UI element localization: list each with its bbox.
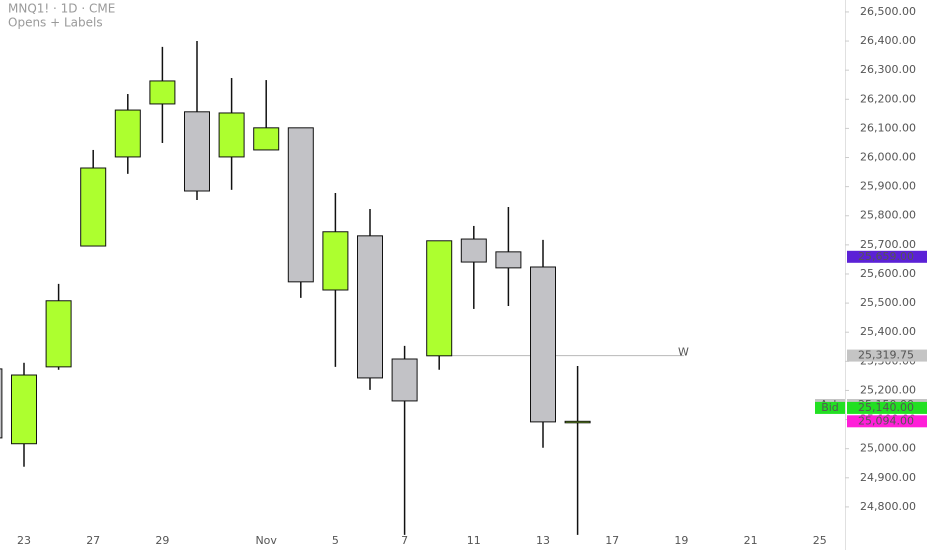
y-tick-label: 25,600.00	[860, 267, 916, 280]
candle-body	[357, 235, 383, 379]
candle-body	[45, 300, 72, 368]
y-tick-label: 26,100.00	[860, 121, 916, 134]
candle-body	[253, 127, 280, 151]
price-tag-label: 25,094.00	[858, 414, 914, 427]
price-tag-label: 25,319.75	[858, 349, 914, 362]
candle-body	[460, 238, 487, 263]
y-tick-label: 26,500.00	[860, 5, 916, 18]
x-tick-label: 19	[674, 534, 688, 547]
candle-body	[11, 374, 37, 445]
candle-body	[530, 266, 556, 423]
y-tick-label: 25,800.00	[860, 209, 916, 222]
price-tag-label: 25,140.00	[858, 401, 914, 414]
y-tick-label: 24,900.00	[860, 471, 916, 484]
level-label: W	[678, 346, 689, 359]
x-tick-label: 5	[332, 534, 339, 547]
x-tick-label: 17	[605, 534, 619, 547]
price-tag	[847, 415, 927, 428]
candle-body	[114, 109, 141, 158]
x-tick-label: 11	[467, 534, 481, 547]
y-tick-label: 26,000.00	[860, 151, 916, 164]
candle-body	[322, 231, 349, 291]
chart-subtitle: Opens + Labels	[8, 16, 103, 30]
x-tick-label: Nov	[255, 534, 277, 547]
y-tick-label: 25,900.00	[860, 180, 916, 193]
candle-body	[495, 251, 522, 269]
price-tag-name: Bid	[821, 401, 839, 414]
x-tick-label: 7	[401, 534, 408, 547]
candle-body	[149, 80, 176, 105]
candle-body	[80, 167, 107, 247]
x-tick-label: 27	[86, 534, 100, 547]
x-tick-label: 29	[155, 534, 169, 547]
y-tick-label: 25,200.00	[860, 383, 916, 396]
y-tick-label: 25,700.00	[860, 238, 916, 251]
x-tick-label: 23	[17, 534, 31, 547]
y-tick-label: 24,800.00	[860, 500, 916, 513]
x-tick-label: 25	[813, 534, 827, 547]
x-tick-label: 21	[744, 534, 758, 547]
price-tag	[847, 250, 927, 263]
y-tick-label: 26,200.00	[860, 92, 916, 105]
candle-body	[0, 368, 3, 439]
price-tag-label: 25,659.00	[858, 250, 914, 263]
price-tag-name-box	[815, 401, 845, 414]
y-tick-label: 25,000.00	[860, 442, 916, 455]
candle-body	[391, 358, 418, 402]
y-tick-label: 26,300.00	[860, 63, 916, 76]
y-tick-label: 25,500.00	[860, 296, 916, 309]
x-tick-label: 13	[536, 534, 550, 547]
candle-body	[287, 127, 314, 283]
candle-body	[426, 240, 453, 357]
y-tick-label: 25,400.00	[860, 325, 916, 338]
y-tick-label: 26,400.00	[860, 34, 916, 47]
candle-body	[184, 111, 210, 192]
candle-body	[564, 420, 591, 424]
chart-title: MNQ1! · 1D · CME	[8, 2, 115, 16]
candle-body	[218, 112, 245, 158]
price-tag	[847, 349, 927, 362]
price-tag	[847, 401, 927, 414]
